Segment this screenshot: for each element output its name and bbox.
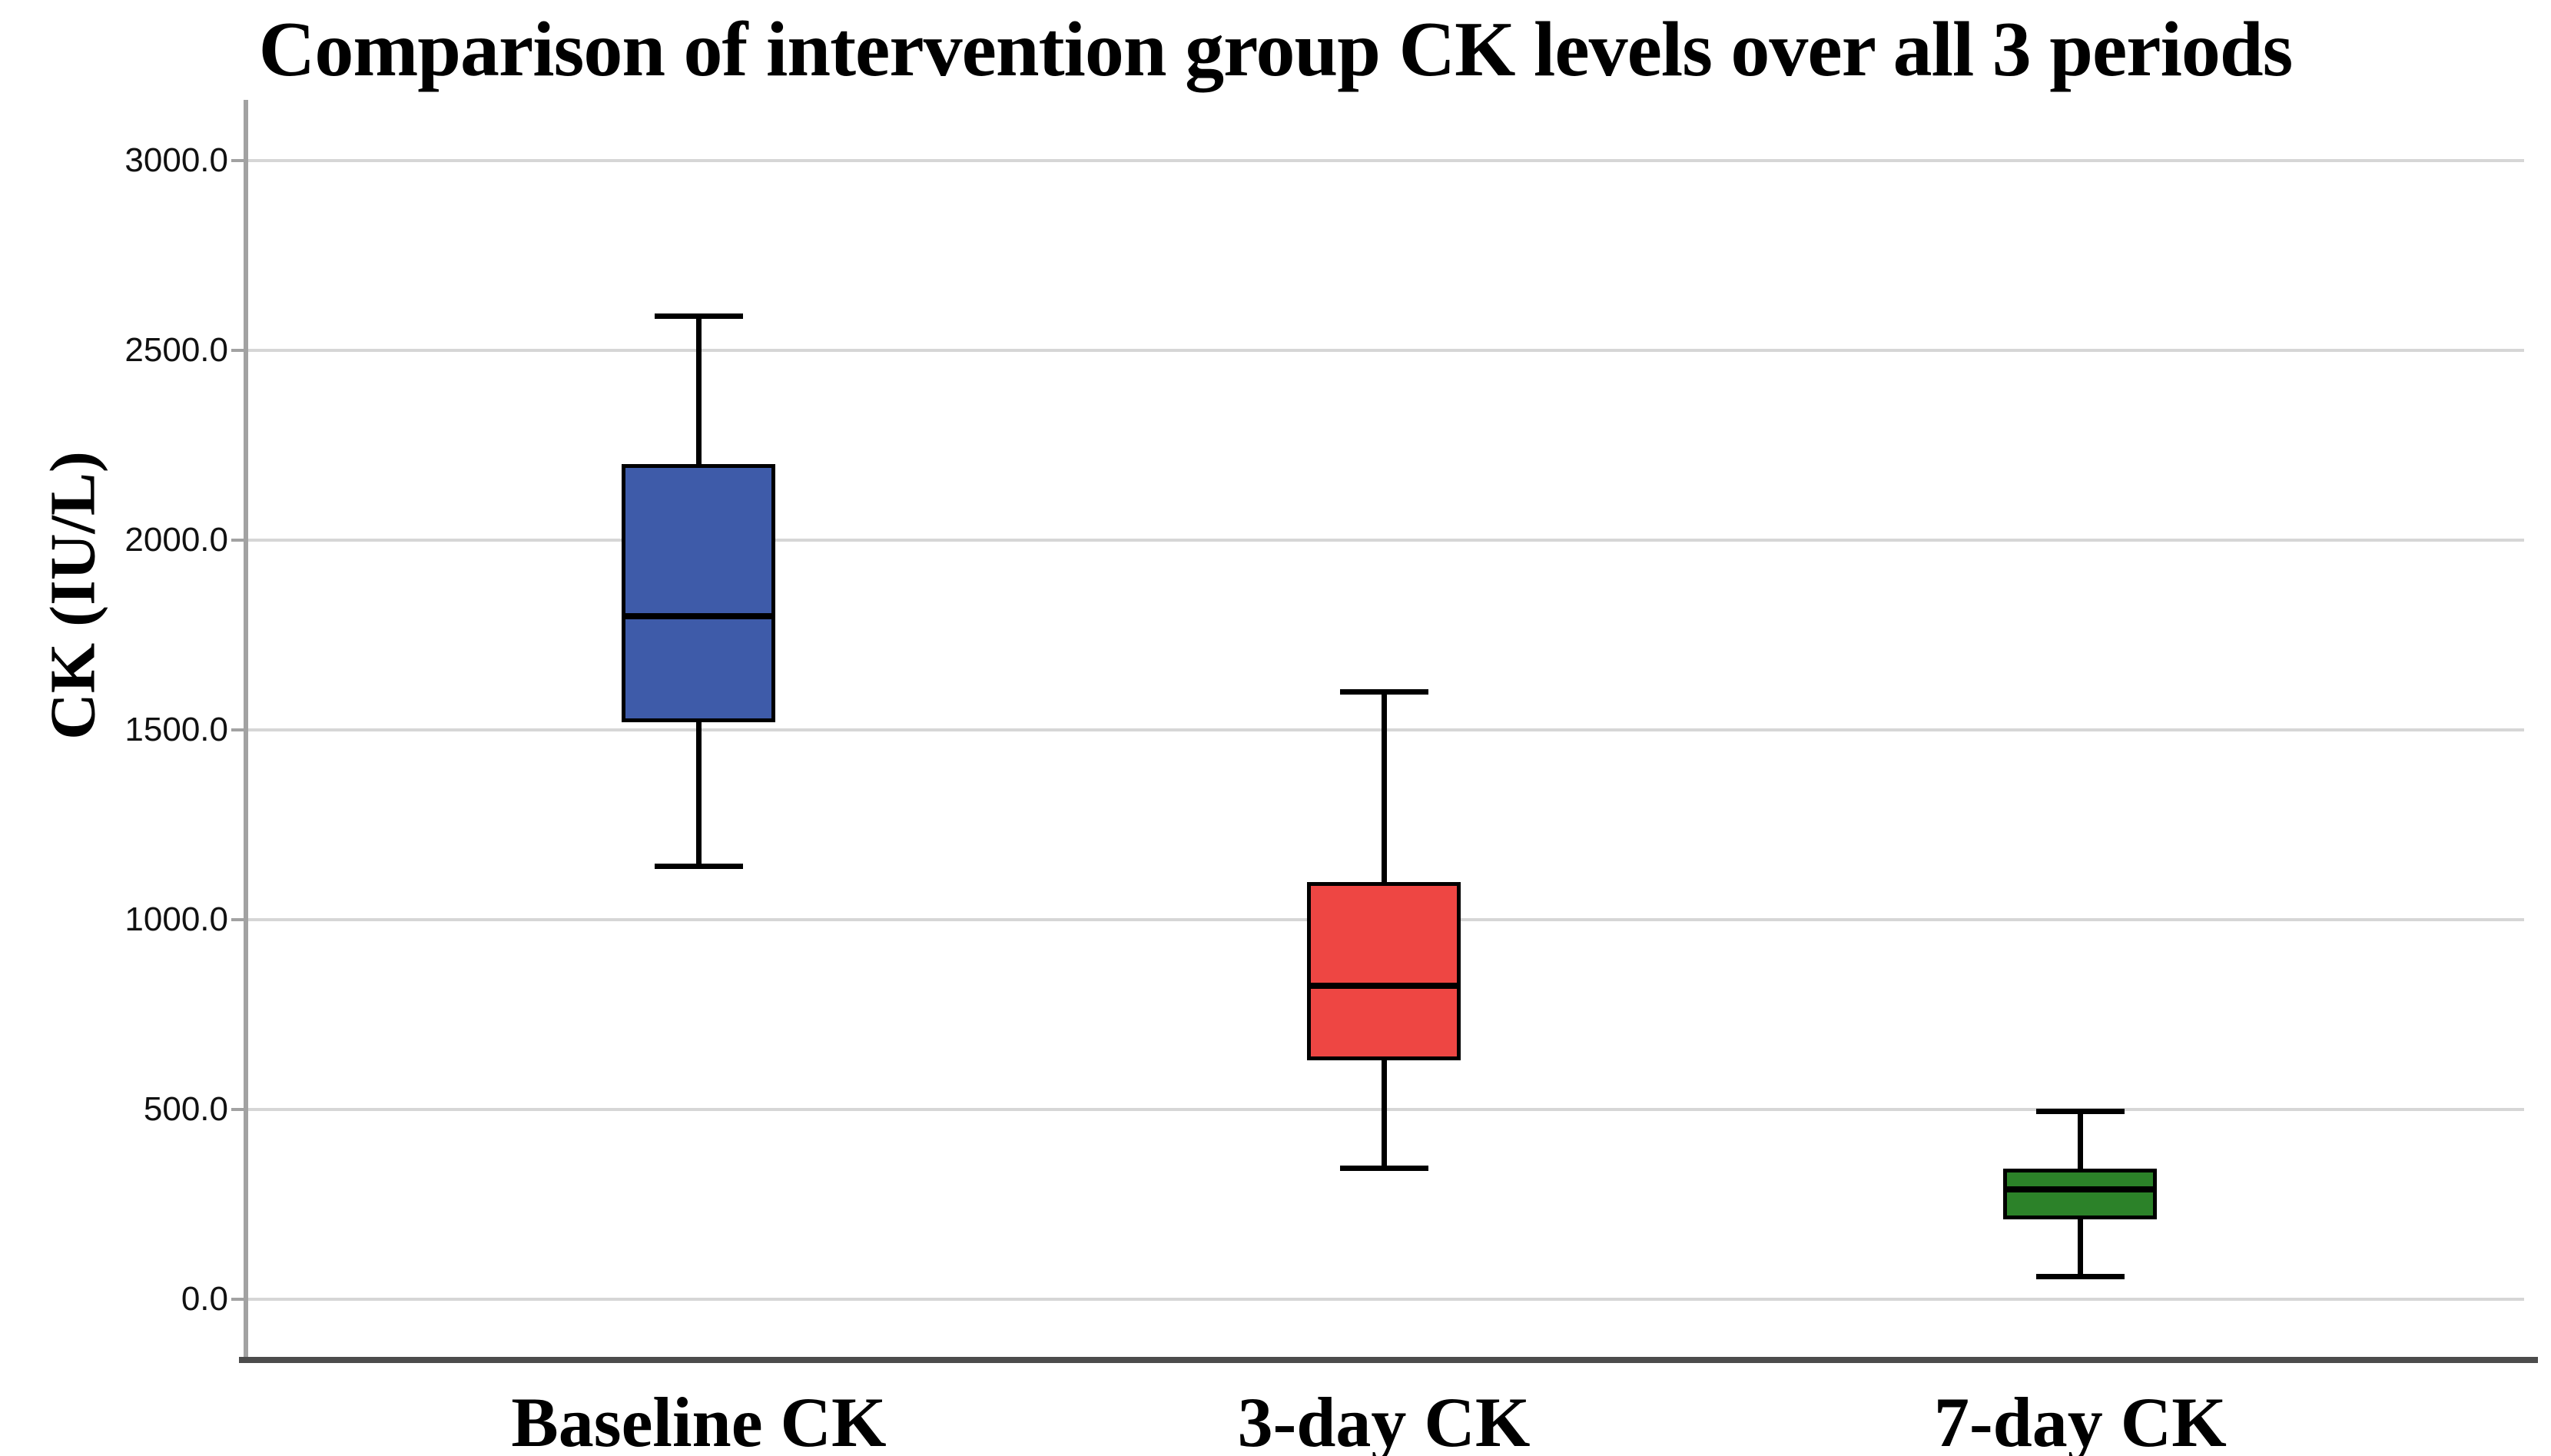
y-tick-label: 2500.0 [124,331,228,370]
box-group-7-day-ck [2003,100,2158,1360]
y-tick-mark [231,349,244,353]
whisker-cap-bottom [2035,1273,2125,1279]
gridline [248,1297,2524,1301]
chart-title: Comparison of intervention group CK leve… [258,6,2294,93]
y-tick-label: 3000.0 [124,141,228,180]
box-rect-baseline-ck [622,464,776,723]
box-group-baseline-ck [622,100,776,1360]
whisker-cap-bottom [1339,1166,1428,1172]
y-axis-title: CK (IU/L) [37,451,109,740]
median-line [2003,1186,2158,1192]
median-line [622,612,776,619]
gridline [248,159,2524,163]
box-rect-7-day-ck [2003,1168,2158,1220]
y-tick-mark [231,1297,244,1301]
x-axis-line [239,1357,2538,1363]
y-tick-label: 1500.0 [124,711,228,748]
y-tick-mark [231,159,244,163]
y-tick-mark [231,728,244,731]
x-category-label: Baseline CK [511,1383,887,1456]
y-tick-label: 2000.0 [124,521,228,559]
gridline [248,539,2524,542]
whisker-cap-top [654,313,743,320]
y-tick-mark [231,917,244,921]
y-axis-line [244,100,248,1360]
box-rect-3-day-ck [1307,881,1461,1060]
y-tick-mark [231,1107,244,1111]
gridline [248,349,2524,353]
whisker-cap-top [1339,689,1428,695]
plot-area: 3000.0 2500.0 2000.0 1500.0 1000.0 500.0 0.0 B… [124,100,2538,1456]
whisker-cap-top [2035,1108,2125,1114]
y-tick-label: 1000.0 [124,900,228,938]
y-tick-label: 0.0 [181,1279,228,1318]
x-category-label: 7-day CK [1934,1383,2227,1456]
median-line [1307,983,1461,990]
whisker-cap-bottom [654,864,743,870]
box-group-3-day-ck [1307,100,1461,1360]
x-category-label: 3-day CK [1237,1383,1531,1456]
y-tick-mark [231,539,244,542]
y-tick-label: 500.0 [143,1090,228,1128]
